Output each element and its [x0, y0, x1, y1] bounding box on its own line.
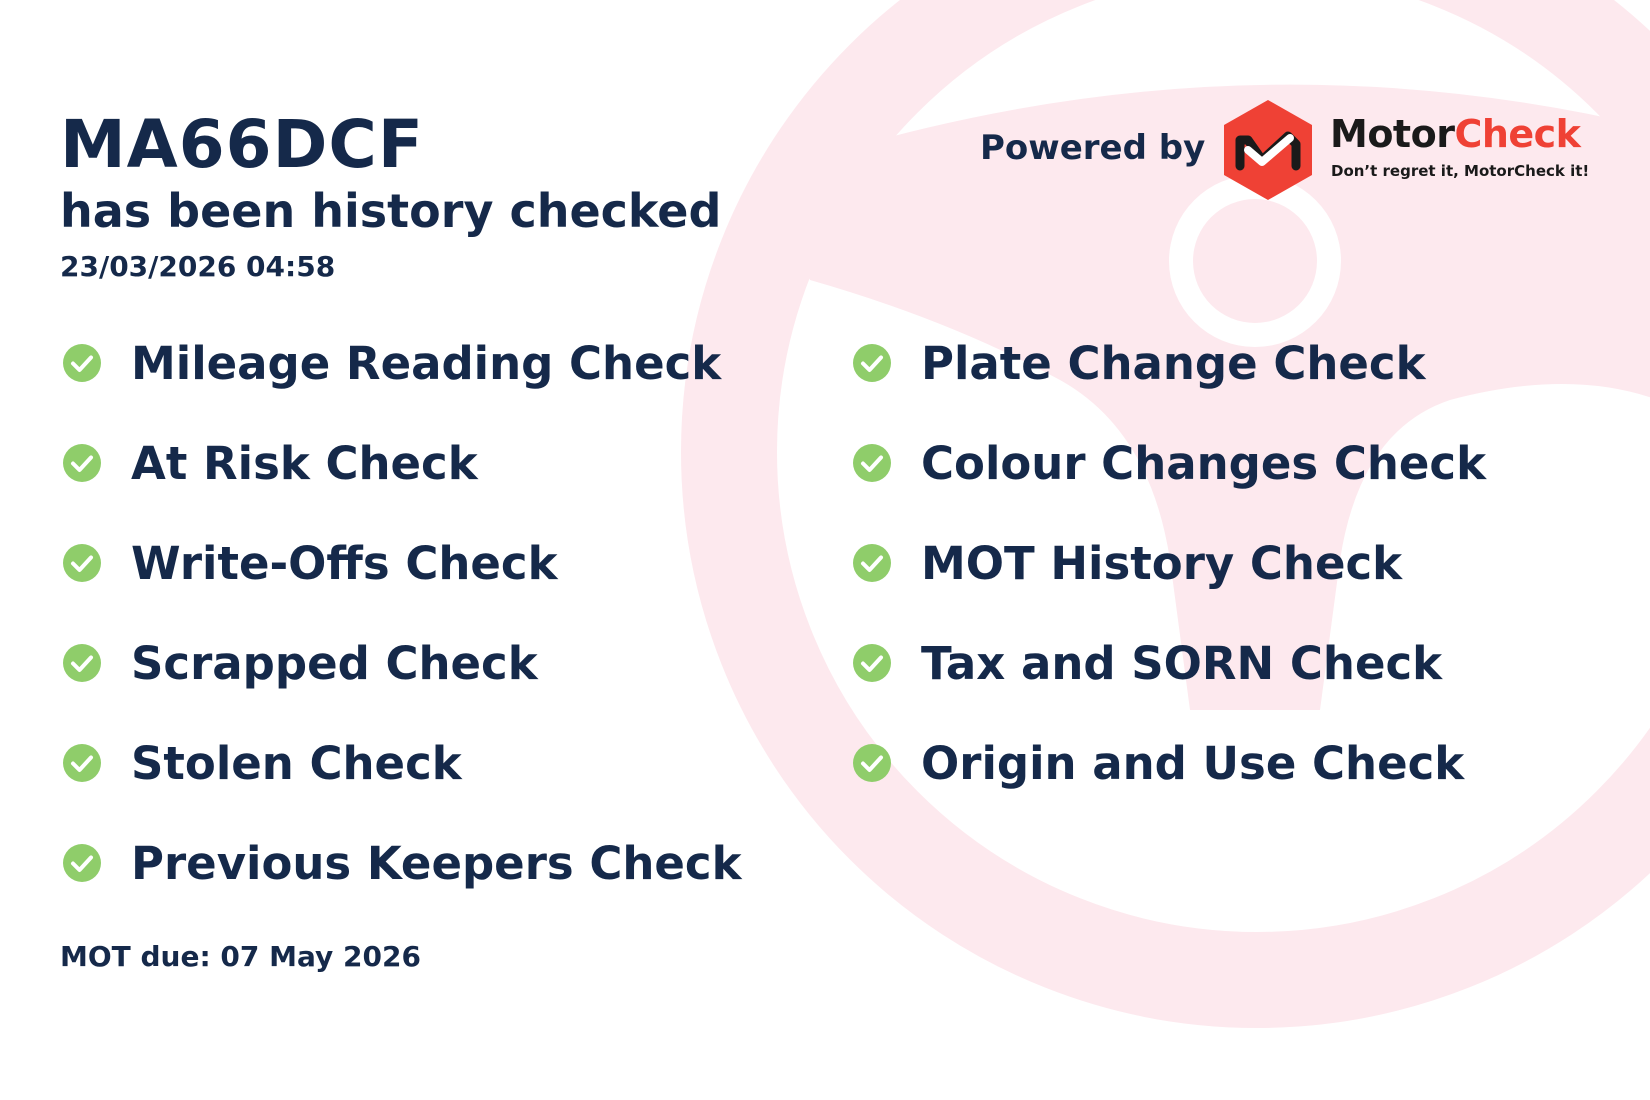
check-circle-icon [63, 644, 101, 682]
check-circle-icon [63, 744, 101, 782]
check-label: Colour Changes Check [921, 436, 1487, 490]
check-circle-icon [63, 444, 101, 482]
check-label: Previous Keepers Check [131, 836, 742, 890]
brand-tagline: Don’t regret it, MotorCheck it! [1331, 162, 1590, 180]
check-label: Mileage Reading Check [131, 336, 722, 390]
check-item: Origin and Use Check [853, 733, 1464, 793]
powered-by-label: Powered by [980, 128, 1206, 168]
check-circle-icon [853, 444, 891, 482]
check-item: Stolen Check [63, 733, 462, 793]
motorcheck-logo-icon [1224, 100, 1312, 200]
brand-name: MotorCheck [1330, 112, 1581, 156]
check-circle-icon [853, 744, 891, 782]
check-label: Scrapped Check [131, 636, 538, 690]
check-circle-icon [63, 344, 101, 382]
check-item: Previous Keepers Check [63, 833, 742, 893]
check-label: Stolen Check [131, 736, 462, 790]
check-circle-icon [853, 344, 891, 382]
check-item: Plate Change Check [853, 333, 1426, 393]
check-label: Write-Offs Check [131, 536, 558, 590]
brand-name-part1: Motor [1330, 112, 1455, 156]
brand-name-part2: Check [1454, 112, 1581, 156]
check-circle-icon [853, 544, 891, 582]
check-label: Tax and SORN Check [921, 636, 1443, 690]
check-item: Scrapped Check [63, 633, 538, 693]
vehicle-registration: MA66DCF [60, 106, 424, 183]
check-circle-icon [853, 644, 891, 682]
check-item: MOT History Check [853, 533, 1402, 593]
check-item: Write-Offs Check [63, 533, 558, 593]
check-item: Tax and SORN Check [853, 633, 1442, 693]
check-datetime: 23/03/2026 04:58 [60, 250, 336, 283]
check-circle-icon [63, 544, 101, 582]
subtitle: has been history checked [60, 184, 722, 238]
check-item: At Risk Check [63, 433, 478, 493]
check-circle-icon [63, 844, 101, 882]
check-item: Colour Changes Check [853, 433, 1486, 493]
check-label: MOT History Check [921, 536, 1403, 590]
check-label: Origin and Use Check [921, 736, 1465, 790]
mot-due: MOT due: 07 May 2026 [60, 940, 421, 973]
check-item: Mileage Reading Check [63, 333, 721, 393]
check-label: Plate Change Check [921, 336, 1426, 390]
check-label: At Risk Check [131, 436, 478, 490]
